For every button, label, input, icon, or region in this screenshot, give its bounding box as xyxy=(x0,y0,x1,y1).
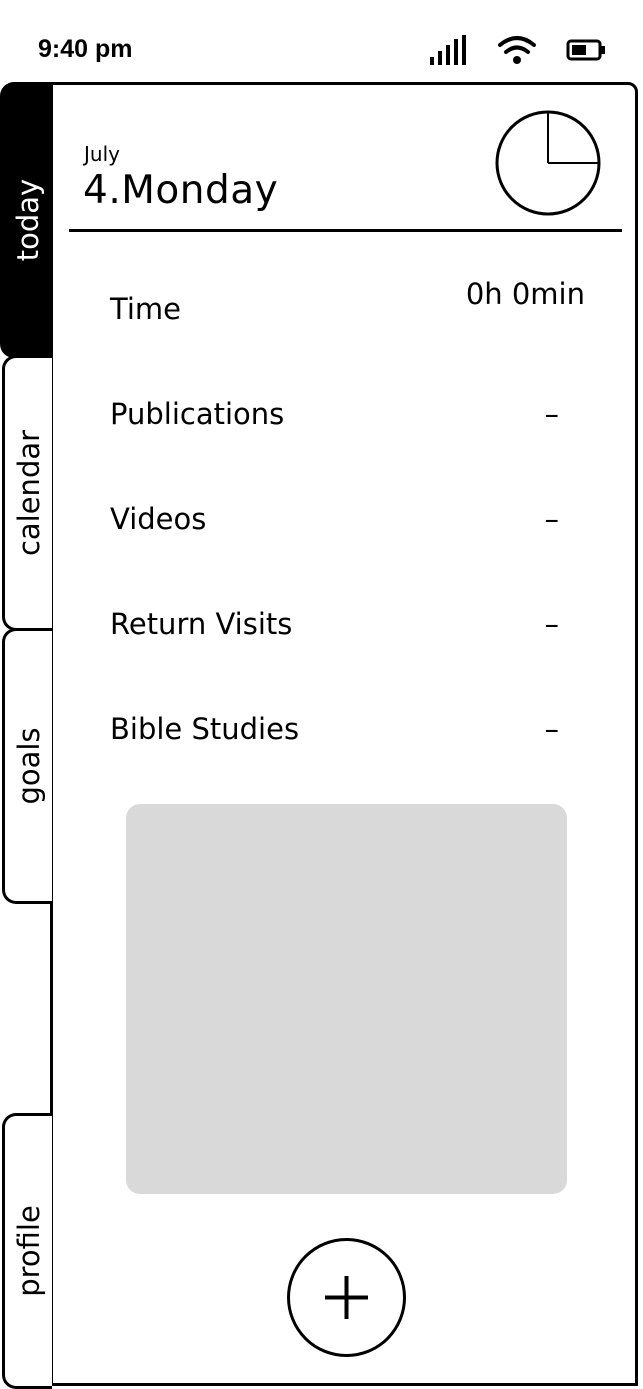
stat-bible-studies-label: Bible Studies xyxy=(110,712,300,746)
signal-icon xyxy=(430,35,466,65)
stat-videos-value: – xyxy=(544,502,560,536)
tab-calendar-label: calendar xyxy=(11,429,46,557)
plus-icon xyxy=(325,1276,368,1319)
month-label: July xyxy=(84,142,120,166)
stat-publications-label: Publications xyxy=(110,397,285,431)
tab-today-label: today xyxy=(11,178,45,262)
clock-icon[interactable] xyxy=(494,109,602,217)
stat-videos-label: Videos xyxy=(110,502,207,536)
add-button[interactable] xyxy=(287,1238,406,1357)
status-time: 9:40 pm xyxy=(38,35,133,63)
tab-calendar[interactable]: calendar xyxy=(2,355,52,631)
tab-goals-label: goals xyxy=(11,727,46,805)
stat-return-visits-value: – xyxy=(544,607,560,641)
header-divider xyxy=(69,229,622,232)
tab-profile[interactable]: profile xyxy=(2,1113,52,1389)
stat-bible-studies-value: – xyxy=(544,712,560,746)
tab-goals[interactable]: goals xyxy=(2,628,52,904)
content-placeholder xyxy=(126,804,567,1194)
stat-publications-value: – xyxy=(544,397,560,431)
tab-today[interactable]: today xyxy=(0,82,53,358)
stat-time-label: Time xyxy=(110,292,181,326)
battery-icon xyxy=(566,39,605,61)
stat-return-visits-label: Return Visits xyxy=(110,607,293,641)
day-title: 4.Monday xyxy=(83,168,279,213)
tab-profile-label: profile xyxy=(11,1205,46,1297)
stat-time-value: 0h 0min xyxy=(465,277,585,311)
wifi-icon xyxy=(498,36,536,64)
